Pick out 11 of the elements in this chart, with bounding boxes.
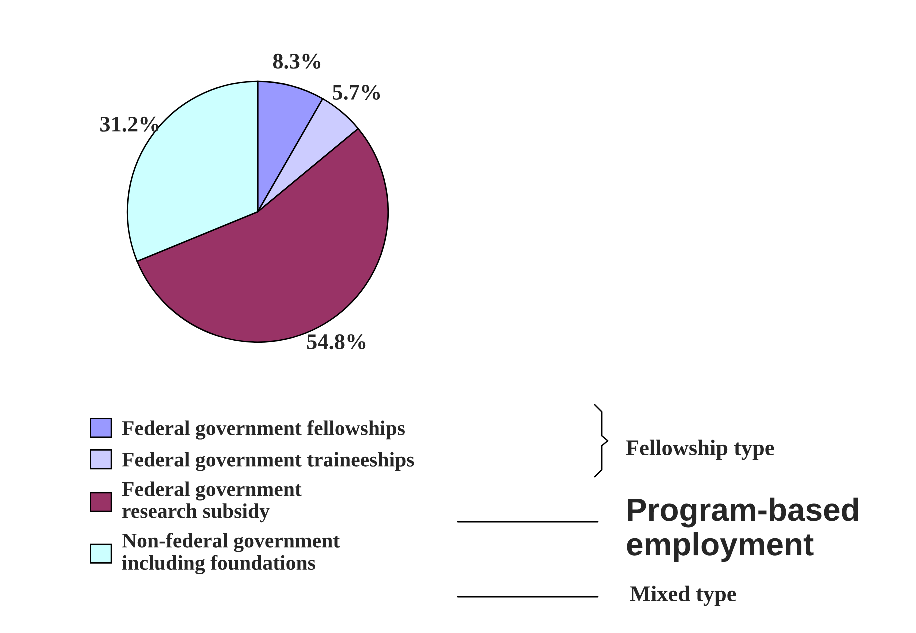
data-label: 8.3% — [273, 54, 321, 70]
data-label: 5.7% — [333, 84, 380, 100]
data-label: 31.2% — [100, 116, 159, 132]
legend-label: Federal government traineeships — [122, 452, 414, 472]
text: Program-based employment — [627, 498, 858, 562]
text: Mixed type — [630, 586, 736, 606]
data-label: 54.8% — [307, 334, 366, 350]
legend-label: Non-federal government including foundations — [122, 533, 340, 574]
legend-label: Federal government fellowships — [122, 420, 406, 440]
legend-label: Federal government research subsidy — [122, 482, 302, 523]
text: Fellowship type — [626, 440, 774, 460]
